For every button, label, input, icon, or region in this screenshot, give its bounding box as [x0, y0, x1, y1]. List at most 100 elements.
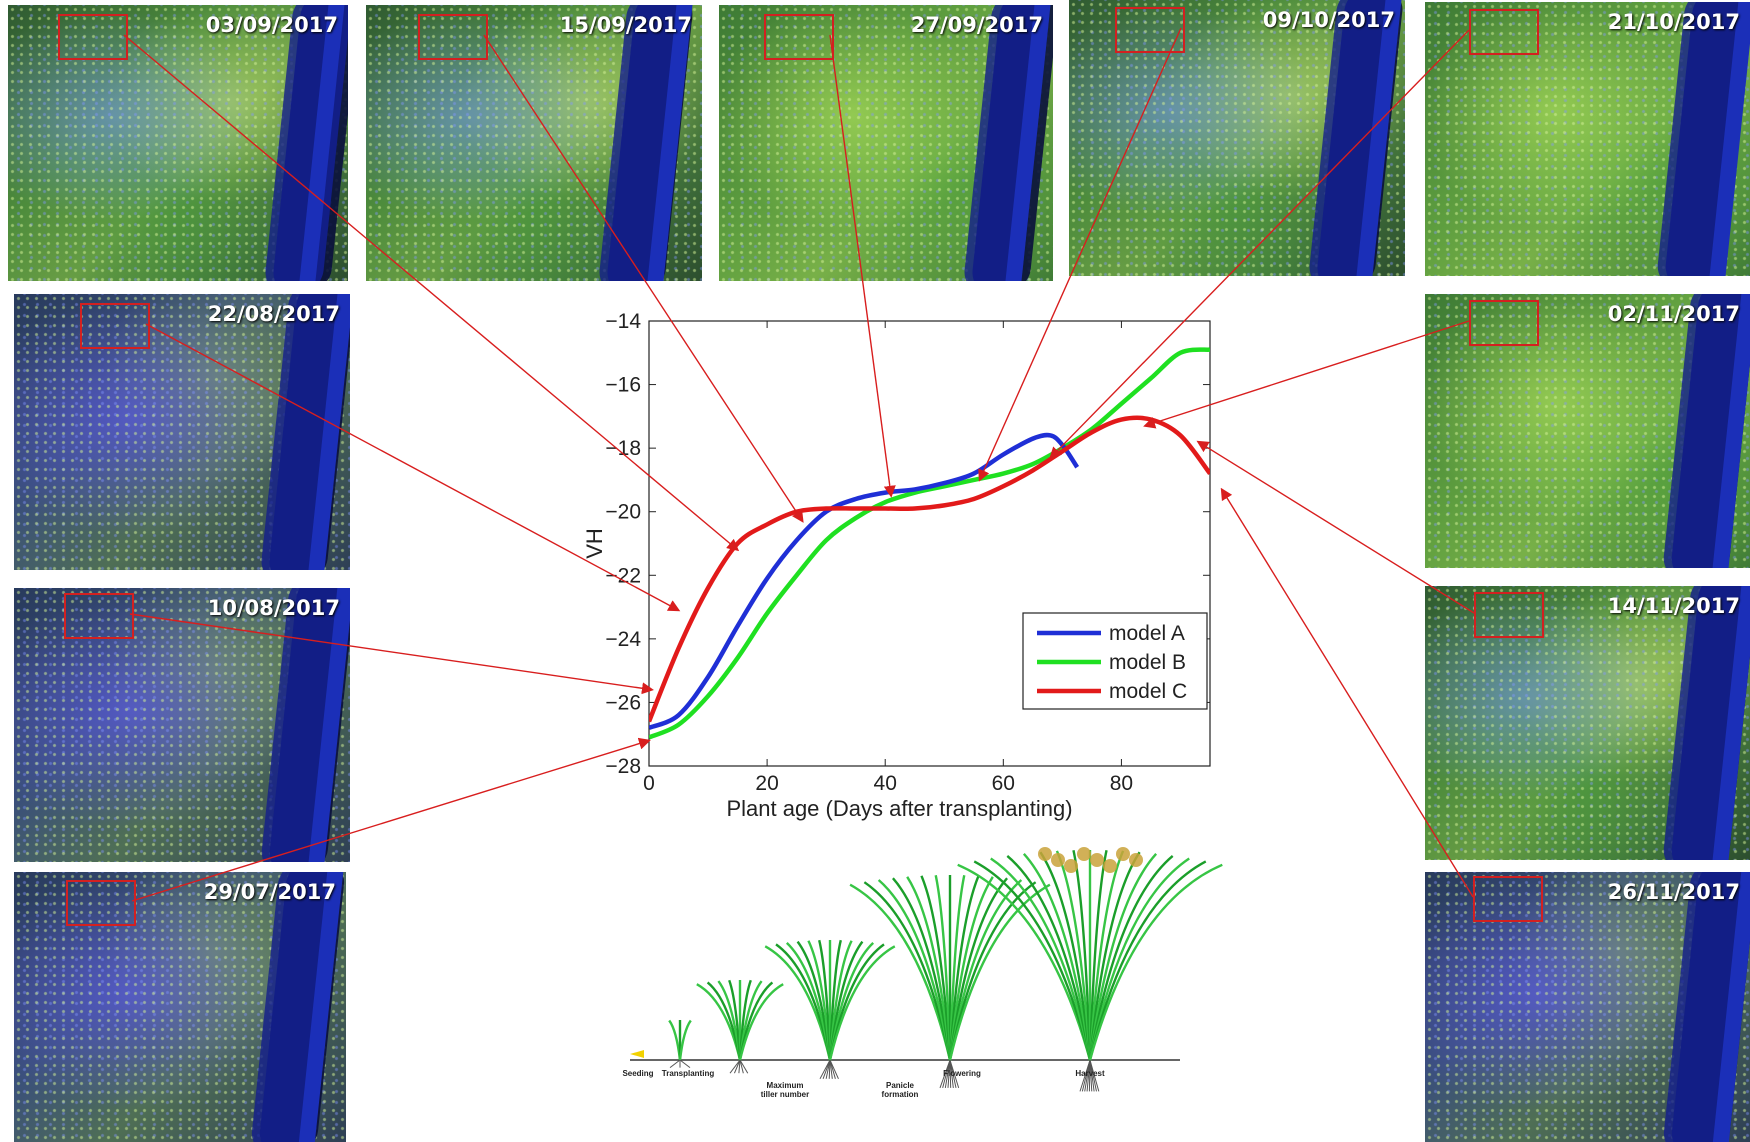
roots: [669, 1059, 691, 1068]
root-line: [739, 1059, 744, 1074]
annotation-arrow-p-2208: [145, 323, 681, 612]
plant-flowering-harvest: [957, 847, 1223, 1092]
leaf-blade: [920, 875, 952, 1061]
panel-date-label: 26/11/2017: [1607, 880, 1740, 904]
leaf-blade: [948, 883, 1051, 1061]
leaf-blade: [957, 863, 1092, 1061]
panel-date-label: 27/09/2017: [910, 13, 1043, 37]
y-tick-label: −14: [605, 310, 641, 333]
leaf-blade: [678, 1019, 692, 1061]
grain-cluster: [1103, 859, 1117, 873]
panel-date-label: 29/07/2017: [203, 880, 336, 904]
panel-date-label: 03/09/2017: [205, 13, 338, 37]
satellite-panel-p-2208: 22/08/2017: [14, 294, 350, 570]
leaf-blade: [892, 877, 952, 1061]
leaf-blade: [1088, 851, 1141, 1061]
seed-shape: [630, 1050, 644, 1058]
y-axis-label: VH: [582, 528, 607, 559]
region-of-interest-box: [66, 880, 136, 926]
leaf-blade: [849, 883, 952, 1061]
root-line: [1089, 1059, 1100, 1092]
region-of-interest-box: [1473, 876, 1543, 922]
growth-stage-label: Maximum: [767, 1081, 804, 1090]
annotation-arrow-p-1008: [129, 613, 654, 695]
leaf-blade: [973, 860, 1092, 1061]
grain-cluster: [1129, 853, 1143, 867]
y-tick-label: −22: [605, 564, 641, 587]
annotation-arrow-p-0910: [978, 27, 1182, 482]
annotation-arrow-p-0211: [1143, 320, 1470, 429]
leaf-blade: [738, 983, 784, 1061]
leaf-blade: [1088, 860, 1207, 1061]
legend-label: model C: [1109, 680, 1187, 703]
y-tick-label: −24: [605, 628, 641, 651]
y-tick-label: −16: [605, 374, 641, 397]
growth-stage-label: Harvest: [1075, 1069, 1105, 1078]
satellite-panel-p-1411: 14/11/2017: [1425, 586, 1750, 860]
x-tick-label: 60: [992, 772, 1015, 795]
leaf-blade: [1006, 855, 1092, 1061]
vh-time-series-chart: 0 20 40 60 80 −28 −26 −24 −22 −20 −18 −16 −14 Plant a…: [560, 296, 1230, 840]
grain-cluster: [1064, 859, 1078, 873]
roots: [1079, 1059, 1100, 1092]
growth-stage-label: Flowering: [943, 1069, 981, 1078]
plot-frame: [648, 320, 1211, 767]
root-line: [739, 1059, 749, 1074]
roots: [819, 1059, 839, 1080]
leaf-blade: [1088, 855, 1174, 1061]
satellite-panel-p-1008: 10/08/2017: [14, 588, 350, 862]
leaf-blade: [1088, 863, 1223, 1061]
root-line: [828, 1059, 831, 1079]
annotation-arrow-p-1411: [1196, 440, 1475, 614]
x-tick-label: 20: [755, 772, 778, 795]
plant-max-tiller: [764, 939, 896, 1080]
grain-cluster: [1090, 853, 1104, 867]
y-tick-label: −28: [605, 755, 641, 778]
y-tick-label: −26: [605, 691, 641, 714]
leaf-blade: [877, 879, 952, 1061]
leaf-blade: [906, 876, 952, 1061]
satellite-panel-p-2709: 27/09/2017: [719, 5, 1053, 281]
annotation-arrow-p-2611: [1220, 487, 1474, 898]
plant-transplanting: [668, 1019, 692, 1068]
root-line: [738, 1059, 741, 1074]
annotation-arrow-p-2110: [1049, 29, 1470, 460]
root-line: [829, 1059, 839, 1080]
roots: [939, 1059, 960, 1089]
y-tick-label: −20: [605, 501, 641, 524]
annotation-arrow-p-0309: [123, 34, 740, 552]
panel-date-label: 09/10/2017: [1262, 8, 1395, 32]
growth-stage-label: Transplanting: [662, 1069, 715, 1078]
satellite-panel-p-0309: 03/09/2017: [8, 5, 348, 281]
satellite-panel-p-2907: 29/07/2017: [14, 872, 346, 1142]
x-tick-label: 0: [643, 772, 655, 795]
legend-label: model A: [1109, 622, 1185, 645]
growth-stage-label: Panicle: [886, 1081, 915, 1090]
panel-date-label: 15/09/2017: [559, 13, 692, 37]
x-tick-label: 40: [874, 772, 897, 795]
panel-date-label: 10/08/2017: [207, 596, 340, 620]
roots: [729, 1059, 749, 1074]
region-of-interest-box: [418, 14, 488, 60]
root-line: [949, 1059, 960, 1089]
region-of-interest-box: [764, 14, 834, 60]
leaf-blade: [990, 857, 1092, 1061]
region-of-interest-box: [1115, 7, 1185, 53]
panel-date-label: 21/10/2017: [1607, 10, 1740, 34]
growth-stage-label: Seeding: [622, 1069, 653, 1078]
region-of-interest-box: [1474, 592, 1544, 638]
root-line: [679, 1059, 691, 1068]
region-of-interest-box: [1469, 9, 1539, 55]
panel-date-label: 02/11/2017: [1607, 302, 1740, 326]
leaf-blade: [1088, 857, 1190, 1061]
growth-stage-label: formation: [882, 1090, 919, 1099]
leaf-blade: [863, 881, 952, 1061]
x-axis-label: Plant age (Days after transplanting): [726, 796, 1072, 821]
x-tick-label: 80: [1110, 772, 1133, 795]
growth-stage-label: tiller number: [761, 1090, 809, 1099]
leaf-blade: [1022, 853, 1092, 1061]
root-line: [669, 1059, 681, 1068]
panel-date-label: 14/11/2017: [1607, 594, 1740, 618]
